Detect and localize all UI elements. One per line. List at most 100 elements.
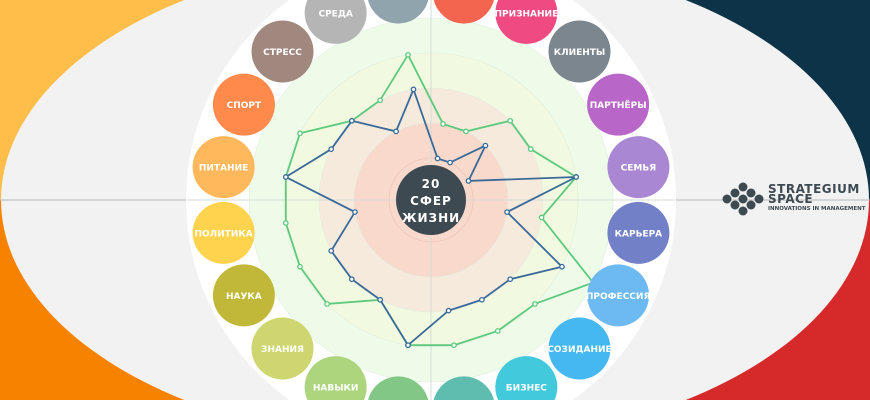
sphere-label: ПИТАНИЕ xyxy=(199,164,248,174)
series-point xyxy=(282,220,289,226)
series-point xyxy=(440,121,446,127)
strategium-logo: STRATEGIUM SPACE INNOVATIONS IN MANAGEME… xyxy=(722,182,865,216)
sphere-circle xyxy=(368,376,429,400)
sphere-circle xyxy=(607,136,670,199)
sphere-5[interactable]: КАРЬЕРА xyxy=(607,201,670,264)
sphere-circle xyxy=(587,73,650,136)
series-point xyxy=(377,296,384,303)
sphere-label: ЗНАНИЯ xyxy=(261,345,304,355)
series-point xyxy=(328,247,335,254)
logo-line3: INNOVATIONS IN MANAGEMENT xyxy=(768,206,866,212)
center-label-2: СФЕР xyxy=(410,194,452,208)
series-point xyxy=(405,342,411,349)
series-point xyxy=(324,301,330,307)
sphere-19[interactable] xyxy=(368,0,429,24)
sphere-circle xyxy=(587,264,650,327)
sphere-circle xyxy=(304,0,367,44)
series-point xyxy=(573,174,580,180)
sphere-label: БИЗНЕС xyxy=(506,384,547,394)
sphere-2[interactable]: КЛИЕНТЫ xyxy=(548,20,611,83)
sphere-circle xyxy=(433,376,494,400)
series-point xyxy=(504,209,510,215)
series-point xyxy=(377,97,384,104)
sphere-label: ПРИЗНАНИЕ xyxy=(494,9,558,19)
series-point xyxy=(348,117,355,124)
sphere-label: КАРЬЕРА xyxy=(615,229,663,239)
sphere-circle xyxy=(212,73,275,136)
sphere-1[interactable]: ПРИЗНАНИЕ xyxy=(494,0,558,44)
series-point xyxy=(538,214,545,221)
series-point xyxy=(494,328,501,334)
logo-line2: SPACE xyxy=(768,192,814,206)
sphere-6[interactable]: ПРОФЕССИЯ xyxy=(586,264,651,327)
series-point xyxy=(282,174,289,180)
center-label-1: 20 xyxy=(422,177,441,191)
sphere-circle xyxy=(548,317,611,380)
sphere-circle xyxy=(433,0,494,24)
sphere-13[interactable]: НАУКА xyxy=(212,264,275,327)
sphere-label: НАУКА xyxy=(226,292,262,302)
series-point xyxy=(405,51,411,58)
sphere-label: ПАРТНЁРЫ xyxy=(590,100,647,111)
sphere-label: СОЗИДАНИЕ xyxy=(547,345,611,355)
sphere-8[interactable]: БИЗНЕС xyxy=(495,356,558,400)
logo-line1: STRATEGIUM xyxy=(768,182,860,196)
sphere-17[interactable]: СТРЕСС xyxy=(251,20,314,83)
sphere-circle xyxy=(304,356,367,400)
sphere-label: ПРОФЕССИЯ xyxy=(586,292,651,302)
sphere-circle xyxy=(212,264,275,327)
sphere-9[interactable] xyxy=(433,376,494,400)
sphere-16[interactable]: СПОРТ xyxy=(212,73,275,136)
sphere-11[interactable]: НАВЫКИ xyxy=(304,356,367,400)
series-point xyxy=(463,128,469,135)
sphere-circle xyxy=(548,20,611,83)
series-point xyxy=(451,342,457,349)
center-label-3: ЖИЗНИ xyxy=(402,211,460,225)
series-point xyxy=(465,178,472,184)
sphere-14[interactable]: ПОЛИТИКА xyxy=(192,201,255,264)
series-point xyxy=(348,276,355,283)
sphere-circle xyxy=(368,0,429,24)
sphere-circle xyxy=(495,356,558,400)
sphere-7[interactable]: СОЗИДАНИЕ xyxy=(547,317,612,380)
sphere-circle xyxy=(192,136,255,199)
series-point xyxy=(507,276,514,283)
sphere-label: НАВЫКИ xyxy=(313,384,359,394)
series-point xyxy=(482,142,489,149)
series-point xyxy=(297,263,303,270)
series-point xyxy=(410,86,417,93)
series-point xyxy=(352,209,358,215)
sphere-circle xyxy=(251,317,314,380)
sphere-label: КЛИЕНТЫ xyxy=(554,48,606,58)
series-point xyxy=(434,155,441,162)
sphere-circle xyxy=(251,20,314,83)
hexagon-cluster-icon xyxy=(722,182,764,216)
sphere-circle xyxy=(495,0,558,44)
series-point xyxy=(445,307,452,314)
sphere-label: СПОРТ xyxy=(227,101,262,111)
series-point xyxy=(297,130,303,137)
sphere-label: СРЕДА xyxy=(318,9,352,19)
series-point xyxy=(507,117,514,124)
sphere-label: ПОЛИТИКА xyxy=(194,229,252,239)
series-point xyxy=(532,301,538,307)
series-point xyxy=(559,263,565,270)
center-circle xyxy=(396,165,466,235)
sphere-12[interactable]: ЗНАНИЯ xyxy=(251,317,314,380)
sphere-label: СЕМЬЯ xyxy=(621,164,657,174)
sphere-4[interactable]: СЕМЬЯ xyxy=(607,136,670,199)
series-point xyxy=(478,296,485,303)
series-point xyxy=(393,128,399,135)
sphere-circle xyxy=(192,201,255,264)
sphere-label: СТРЕСС xyxy=(263,48,302,58)
series-point xyxy=(527,146,534,153)
series-point xyxy=(447,159,453,166)
sphere-circle xyxy=(607,201,670,264)
sphere-0[interactable] xyxy=(433,0,494,24)
sphere-3[interactable]: ПАРТНЁРЫ xyxy=(587,73,650,136)
sphere-18[interactable]: СРЕДА xyxy=(304,0,367,44)
series-point xyxy=(328,146,335,153)
sphere-10[interactable] xyxy=(368,376,429,400)
sphere-15[interactable]: ПИТАНИЕ xyxy=(192,136,255,199)
